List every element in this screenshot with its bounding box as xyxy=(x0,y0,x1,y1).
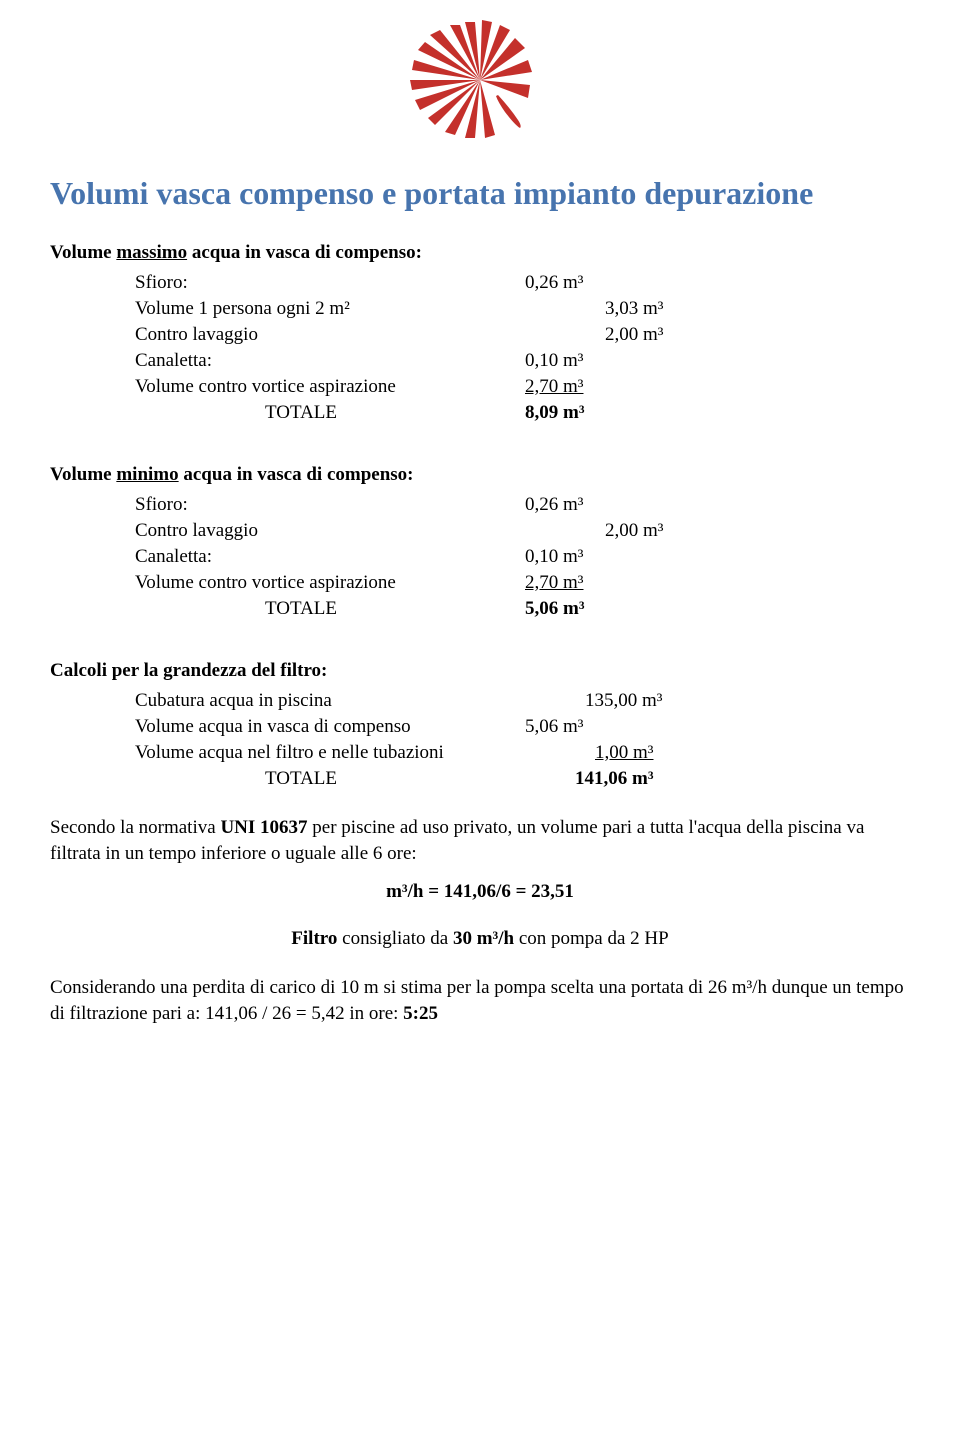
row-min-vortice: Volume contro vortice aspirazione 2,70 m… xyxy=(50,572,910,594)
page-title: Volumi vasca compenso e portata impianto… xyxy=(50,175,910,212)
paragraph-perdita: Considerando una perdita di carico di 10… xyxy=(50,975,910,1026)
row-max-canaletta: Canaletta: 0,10 m³ xyxy=(50,350,910,372)
row-calc-tubazioni: Volume acqua nel filtro e nelle tubazion… xyxy=(50,742,910,764)
row-max-persona: Volume 1 persona ogni 2 m² 3,03 m³ xyxy=(50,298,910,320)
equation-flowrate: m³/h = 141,06/6 = 23,51 xyxy=(50,881,910,903)
paragraph-normativa: Secondo la normativa UNI 10637 per pisci… xyxy=(50,815,910,866)
row-max-vortice: Volume contro vortice aspirazione 2,70 m… xyxy=(50,376,910,398)
row-max-controlavaggio: Contro lavaggio 2,00 m³ xyxy=(50,324,910,346)
row-min-controlavaggio: Contro lavaggio 2,00 m³ xyxy=(50,520,910,542)
heading-volume-min: Volume minimo acqua in vasca di compenso… xyxy=(50,464,910,486)
recommendation: Filtro consigliato da 30 m³/h con pompa … xyxy=(50,928,910,950)
row-max-sfioro: Sfioro: 0,26 m³ xyxy=(50,272,910,294)
row-min-canaletta: Canaletta: 0,10 m³ xyxy=(50,546,910,568)
row-calc-cubatura: Cubatura acqua in piscina 135,00 m³ xyxy=(50,690,910,712)
logo xyxy=(50,20,910,145)
row-calc-total: TOTALE 141,06 m³ xyxy=(50,768,910,790)
row-min-total: TOTALE 5,06 m³ xyxy=(50,598,910,620)
heading-volume-max: Volume massimo acqua in vasca di compens… xyxy=(50,242,910,264)
row-calc-vasca: Volume acqua in vasca di compenso 5,06 m… xyxy=(50,716,910,738)
row-max-total: TOTALE 8,09 m³ xyxy=(50,402,910,424)
row-min-sfioro: Sfioro: 0,26 m³ xyxy=(50,494,910,516)
heading-calcoli: Calcoli per la grandezza del filtro: xyxy=(50,660,910,682)
